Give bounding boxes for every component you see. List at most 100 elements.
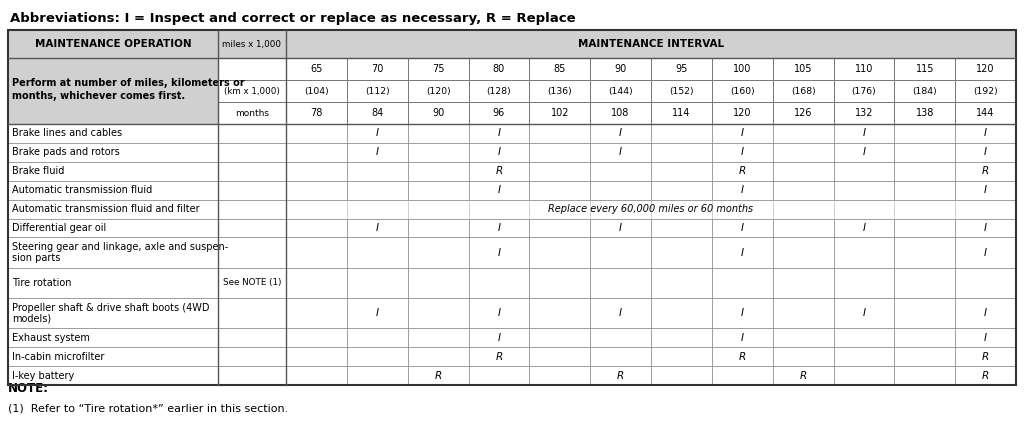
Text: (192): (192) xyxy=(973,87,998,95)
Text: 70: 70 xyxy=(371,64,383,74)
Text: (128): (128) xyxy=(486,87,511,95)
Text: months, whichever comes first.: months, whichever comes first. xyxy=(12,91,185,101)
Text: 144: 144 xyxy=(977,108,994,118)
Bar xyxy=(834,102,894,124)
Text: 84: 84 xyxy=(371,108,383,118)
Bar xyxy=(8,328,218,347)
Bar xyxy=(469,58,529,80)
Text: R: R xyxy=(738,166,745,176)
Bar xyxy=(773,238,834,268)
Bar xyxy=(347,347,408,366)
Bar xyxy=(218,124,286,143)
Text: I: I xyxy=(376,147,379,158)
Text: 85: 85 xyxy=(554,64,566,74)
Bar xyxy=(286,298,347,328)
Text: R: R xyxy=(496,166,503,176)
Text: (136): (136) xyxy=(548,87,572,95)
Bar xyxy=(218,181,286,200)
Text: See NOTE (1): See NOTE (1) xyxy=(223,279,282,287)
Bar xyxy=(286,102,347,124)
Bar xyxy=(8,30,1016,385)
Bar xyxy=(590,298,651,328)
Text: 105: 105 xyxy=(794,64,812,74)
Bar xyxy=(408,143,469,162)
Bar xyxy=(651,181,712,200)
Bar xyxy=(773,298,834,328)
Bar xyxy=(590,366,651,385)
Text: I: I xyxy=(740,333,743,343)
Bar xyxy=(469,181,529,200)
Bar xyxy=(773,181,834,200)
Bar xyxy=(894,366,955,385)
Bar xyxy=(955,347,1016,366)
Text: I: I xyxy=(376,223,379,233)
Text: I: I xyxy=(498,248,501,257)
Bar xyxy=(286,200,1016,219)
Text: Perform at number of miles, kilometers or: Perform at number of miles, kilometers o… xyxy=(12,78,245,88)
Bar xyxy=(286,366,347,385)
Bar xyxy=(347,124,408,143)
Bar xyxy=(590,102,651,124)
Bar xyxy=(408,58,469,80)
Bar xyxy=(469,219,529,238)
Bar xyxy=(218,268,286,298)
Bar xyxy=(773,58,834,80)
Bar xyxy=(529,162,590,181)
Bar xyxy=(529,181,590,200)
Bar xyxy=(773,347,834,366)
Bar xyxy=(894,219,955,238)
Bar xyxy=(894,124,955,143)
Bar xyxy=(218,238,286,268)
Text: R: R xyxy=(434,370,441,381)
Text: I: I xyxy=(498,223,501,233)
Bar xyxy=(408,102,469,124)
Text: (104): (104) xyxy=(304,87,329,95)
Bar xyxy=(773,124,834,143)
Bar xyxy=(590,58,651,80)
Bar xyxy=(218,80,286,102)
Bar xyxy=(651,347,712,366)
Bar xyxy=(590,162,651,181)
Bar xyxy=(712,347,773,366)
Bar xyxy=(773,268,834,298)
Text: I: I xyxy=(498,308,501,318)
Bar xyxy=(955,268,1016,298)
Bar xyxy=(955,143,1016,162)
Text: miles x 1,000: miles x 1,000 xyxy=(222,40,282,48)
Bar xyxy=(773,162,834,181)
Text: (176): (176) xyxy=(852,87,877,95)
Text: Exhaust system: Exhaust system xyxy=(12,333,90,343)
Bar xyxy=(408,347,469,366)
Bar xyxy=(590,347,651,366)
Text: 65: 65 xyxy=(310,64,323,74)
Bar xyxy=(894,298,955,328)
Bar xyxy=(8,268,218,298)
Bar xyxy=(651,238,712,268)
Bar xyxy=(469,238,529,268)
Bar xyxy=(8,181,218,200)
Text: I: I xyxy=(862,308,865,318)
Bar xyxy=(651,102,712,124)
Bar xyxy=(955,219,1016,238)
Bar xyxy=(286,58,347,80)
Bar xyxy=(712,366,773,385)
Bar xyxy=(894,238,955,268)
Bar xyxy=(347,328,408,347)
Bar xyxy=(529,298,590,328)
Bar xyxy=(469,124,529,143)
Bar xyxy=(529,238,590,268)
Text: 126: 126 xyxy=(794,108,812,118)
Bar xyxy=(894,80,955,102)
Bar xyxy=(955,102,1016,124)
Bar xyxy=(894,268,955,298)
Text: R: R xyxy=(982,370,989,381)
Text: (km x 1,000): (km x 1,000) xyxy=(224,87,280,95)
Bar xyxy=(712,162,773,181)
Bar xyxy=(218,298,286,328)
Bar xyxy=(408,219,469,238)
Bar xyxy=(590,124,651,143)
Bar xyxy=(286,30,1016,58)
Bar xyxy=(8,162,218,181)
Bar xyxy=(894,162,955,181)
Text: Brake fluid: Brake fluid xyxy=(12,166,65,176)
